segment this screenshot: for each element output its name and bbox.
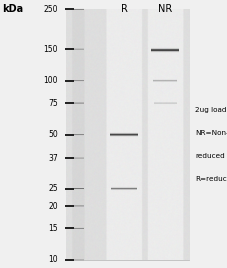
Text: 25: 25 (48, 184, 58, 193)
Text: 15: 15 (48, 224, 58, 233)
Text: R: R (120, 4, 127, 14)
Text: kDa: kDa (2, 4, 23, 14)
Text: NR: NR (158, 4, 172, 14)
Text: 75: 75 (48, 99, 58, 108)
Text: 150: 150 (43, 45, 58, 54)
Text: reduced: reduced (194, 153, 224, 159)
Text: 100: 100 (43, 76, 58, 85)
Text: NR=Non-: NR=Non- (194, 130, 227, 136)
Bar (66, 9, 188, 260)
Text: 20: 20 (48, 202, 58, 210)
Text: 2ug loading: 2ug loading (194, 107, 227, 113)
Text: 37: 37 (48, 154, 58, 163)
Text: 50: 50 (48, 130, 58, 139)
Text: R=reduced: R=reduced (194, 176, 227, 181)
Text: 10: 10 (48, 255, 58, 265)
Text: 250: 250 (43, 5, 58, 14)
